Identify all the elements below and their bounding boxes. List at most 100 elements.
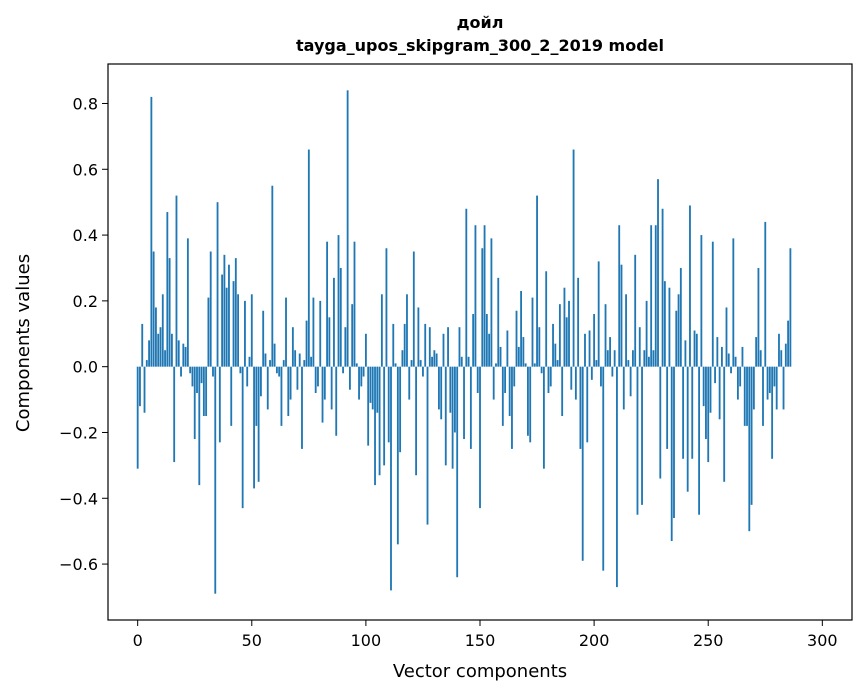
bar-103: [371, 366, 374, 410]
bar-230: [661, 208, 664, 367]
bar-151: [481, 248, 484, 367]
bar-80: [319, 300, 322, 367]
bar-27: [198, 366, 201, 486]
bar-56: [264, 353, 267, 367]
bar-113: [394, 363, 397, 367]
y-tick-label: 0.4: [73, 226, 98, 245]
bar-281: [778, 333, 780, 367]
bar-152: [483, 225, 486, 367]
bar-224: [647, 356, 650, 367]
bar-77: [312, 297, 315, 367]
bar-163: [508, 366, 511, 417]
bar-37: [221, 274, 224, 367]
bar-31: [207, 297, 210, 367]
bar-126: [424, 323, 427, 367]
bar-91: [344, 327, 347, 367]
bar-271: [755, 337, 758, 367]
bar-118: [406, 294, 408, 367]
bar-115: [399, 366, 402, 453]
bar-96: [355, 363, 358, 367]
bar-244: [693, 330, 696, 367]
bar-3: [143, 366, 146, 413]
bar-14: [168, 258, 171, 367]
bar-95: [353, 241, 356, 367]
bar-203: [600, 366, 602, 387]
bar-66: [287, 366, 290, 417]
bar-259: [727, 353, 730, 367]
bar-253: [714, 366, 716, 384]
bar-285: [787, 320, 790, 367]
bar-160: [501, 366, 504, 426]
bar-262: [734, 356, 737, 367]
bar-279: [773, 366, 776, 387]
bar-255: [718, 366, 721, 420]
bar-265: [741, 346, 744, 367]
bar-177: [540, 366, 543, 374]
bar-283: [782, 366, 785, 410]
bar-162: [506, 330, 509, 367]
bar-250: [707, 366, 710, 463]
bar-198: [588, 330, 591, 367]
bar-252: [711, 241, 714, 367]
bar-158: [497, 277, 500, 367]
bar-242: [689, 205, 691, 367]
bar-171: [527, 366, 529, 436]
bar-274: [762, 366, 764, 426]
bar-161: [504, 366, 507, 393]
bar-213: [622, 366, 625, 410]
bar-237: [677, 294, 680, 367]
bar-258: [725, 307, 728, 367]
bar-199: [590, 366, 593, 380]
bar-228: [657, 179, 659, 367]
bar-195: [581, 366, 584, 561]
chart-subtitle: tayga_upos_skipgram_300_2_2019 model: [296, 36, 664, 55]
bar-240: [684, 340, 687, 367]
bar-273: [759, 350, 762, 367]
bar-167: [517, 346, 520, 367]
bar-111: [390, 366, 392, 591]
bar-90: [342, 366, 344, 374]
bar-series: [136, 90, 792, 594]
bar-180: [547, 366, 550, 393]
bar-277: [768, 366, 771, 393]
bar-223: [645, 300, 648, 367]
bar-133: [440, 366, 443, 420]
bar-248: [702, 366, 705, 407]
bar-266: [743, 366, 746, 426]
bar-22: [186, 238, 189, 367]
bar-190: [570, 366, 573, 390]
bar-116: [401, 350, 404, 367]
bar-49: [248, 356, 251, 367]
x-axis-label: Vector components: [393, 661, 567, 682]
bar-168: [520, 291, 522, 367]
bar-148: [474, 225, 477, 367]
bar-55: [262, 310, 265, 367]
bar-150: [479, 366, 481, 509]
bar-100: [364, 333, 367, 367]
bar-211: [618, 225, 621, 367]
x-tick-label: 250: [693, 631, 724, 650]
bar-261: [732, 238, 735, 367]
bar-175: [536, 195, 538, 367]
bar-251: [709, 366, 712, 413]
bar-34: [214, 366, 217, 594]
bar-172: [529, 366, 532, 443]
bar-166: [515, 310, 518, 367]
bar-233: [668, 287, 671, 367]
bar-47: [244, 300, 246, 367]
bar-270: [752, 366, 755, 410]
bar-64: [282, 360, 285, 367]
y-axis-label: Components values: [13, 254, 34, 432]
bar-81: [321, 366, 324, 423]
bar-112: [392, 323, 395, 367]
bar-202: [597, 261, 600, 367]
x-tick-label: 200: [579, 631, 610, 650]
bar-108: [383, 366, 386, 466]
bar-50: [250, 294, 253, 367]
bar-38: [223, 254, 226, 367]
bar-221: [641, 366, 643, 505]
bar-201: [595, 360, 598, 367]
bar-170: [524, 363, 527, 367]
bar-48: [246, 366, 249, 387]
bar-196: [584, 333, 586, 367]
